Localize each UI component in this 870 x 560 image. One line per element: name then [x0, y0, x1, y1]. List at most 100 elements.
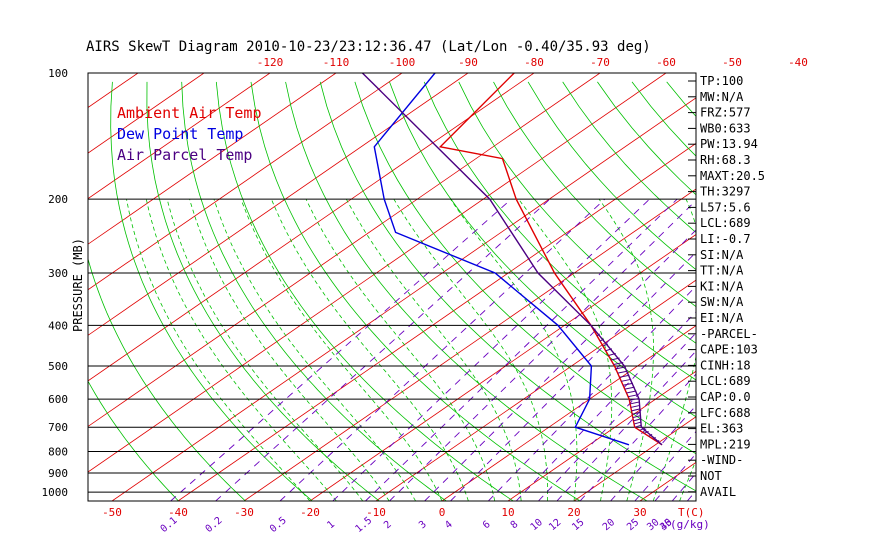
side-panel-item: CINH:18 [700, 358, 751, 372]
mixing-ratio-line [654, 453, 696, 501]
cape-hatch-line [615, 366, 626, 370]
dry-adiabat-line [354, 81, 696, 455]
mixing-ratio-tick-label: 0.5 [268, 515, 289, 535]
sounding-series [361, 73, 663, 446]
moist-adiabat-line [346, 199, 522, 501]
top-temp-tick-label: -80 [524, 56, 544, 69]
mixing-ratio-tick-label: 10 [529, 517, 545, 533]
bottom-temp-tick-label: 0 [439, 506, 446, 519]
isotherm-line [88, 73, 271, 200]
moist-adiabat-line [126, 199, 311, 501]
side-panel-item: SW:N/A [700, 295, 744, 309]
top-temp-tick-label: -90 [458, 56, 478, 69]
mixing-ratio-tick-label: 3 [417, 519, 429, 531]
mixing-ratio-line [332, 198, 650, 501]
side-panel-item: AVAIL [700, 485, 736, 499]
mixing-ratio-line [365, 198, 678, 501]
isotherm-line [88, 73, 205, 154]
legend: Ambient Air Temp Dew Point Temp Air Parc… [117, 104, 262, 164]
series-line-air-parcel-temp [361, 73, 663, 446]
cape-hatch-line [629, 397, 640, 401]
cape-hatch-line [627, 394, 639, 398]
cape-hatch-line [593, 328, 596, 331]
moist-adiabat-line [518, 198, 613, 501]
dry-adiabat-line [285, 81, 648, 501]
side-panel-item: LI:-0.7 [700, 232, 751, 246]
bottom-temp-tick-label: 30 [633, 506, 646, 519]
isotherm-line [838, 73, 870, 501]
pressure-tick-label: 900 [48, 467, 68, 480]
bottom-temp-tick-label: 10 [501, 506, 514, 519]
dry-adiabat-line [458, 81, 696, 344]
cape-hatch-line [632, 415, 641, 419]
top-temp-tick-label: -120 [257, 56, 284, 69]
side-panel-item: RH:68.3 [700, 153, 751, 167]
top-temp-tick-label: -60 [656, 56, 676, 69]
mixing-ratio-tick-label: 4 [443, 519, 455, 531]
cape-hatch-line [619, 374, 630, 378]
pressure-tick-label: 300 [48, 267, 68, 280]
side-panel-item: -PARCEL- [700, 327, 758, 341]
isotherm-line [0, 73, 6, 501]
y-axis-label: PRESSURE (MB) [71, 238, 85, 332]
cape-hatch-line [632, 411, 641, 415]
isotherm-line [507, 370, 696, 501]
cape-hatch-line [630, 401, 640, 405]
legend-ambient-air-temp: Ambient Air Temp [117, 104, 262, 122]
isotherm-line [0, 73, 72, 501]
cape-hatch-line [599, 338, 605, 342]
side-panel-item: EI:N/A [700, 311, 744, 325]
dry-adiabat-line [88, 380, 179, 501]
dry-adiabat-line [181, 81, 447, 501]
series-line-ambient-air-temp [438, 73, 663, 446]
moist-adiabat-line [189, 199, 390, 501]
mixing-ratio-tick-label: 20 [601, 517, 617, 533]
cape-hatch-line [633, 421, 642, 425]
series-line-dew-point-temp [373, 73, 630, 446]
bottom-temp-tick-label: -30 [234, 506, 254, 519]
cape-hatch-line [621, 378, 632, 382]
top-temp-tick-label: -40 [788, 56, 808, 69]
side-panel-item: FRZ:577 [700, 106, 751, 120]
dry-adiabat-line [527, 81, 696, 271]
mixing-ratio-tick-label: 6 [481, 519, 493, 531]
dry-adiabat-line [771, 82, 870, 501]
cape-hatch-line [626, 390, 637, 394]
cape-hatch-line [605, 348, 613, 352]
mixing-ratio-line [538, 332, 696, 501]
cape-hatch-line [613, 362, 624, 365]
pressure-tick-label: 600 [48, 393, 68, 406]
mixing-ratio-unit-label: (g/kg) [670, 518, 710, 531]
mixing-ratio-line [634, 430, 696, 501]
side-panel-item: L57:5.6 [700, 200, 751, 214]
dry-adiabat-line [840, 82, 870, 501]
mixing-ratio-line [450, 251, 696, 501]
pressure-tick-label: 800 [48, 446, 68, 459]
plot-frame [87, 72, 697, 502]
mixing-ratio-line [215, 198, 551, 501]
moist-adiabat-line [213, 199, 416, 501]
moist-adiabat-line [652, 199, 696, 501]
bottom-temp-tick-label: -40 [168, 506, 188, 519]
dry-adiabat-line [666, 81, 696, 117]
mixing-ratio-line [579, 373, 696, 501]
mixing-ratio-line [610, 404, 696, 501]
mixing-ratio-line [424, 229, 696, 501]
moist-adiabat-line [240, 199, 443, 501]
isotherm-line [88, 73, 403, 291]
mixing-ratio-line [279, 198, 606, 501]
dry-adiabat-line [250, 81, 581, 501]
mixing-ratio-tick-label: 25 [625, 517, 641, 533]
bottom-temp-tick-label: -50 [102, 506, 122, 519]
side-panel-item: KI:N/A [700, 279, 744, 293]
dry-adiabat-line [88, 257, 246, 501]
cape-hatch-line [644, 430, 649, 434]
mixing-ratio-tick-label: 12 [547, 517, 563, 533]
side-panel-item: MW:N/A [700, 90, 744, 104]
mixing-ratio-tick-label: 15 [570, 517, 586, 533]
grid-layer [0, 73, 870, 501]
isotherm-line [111, 97, 696, 501]
top-temp-tick-label: -70 [590, 56, 610, 69]
